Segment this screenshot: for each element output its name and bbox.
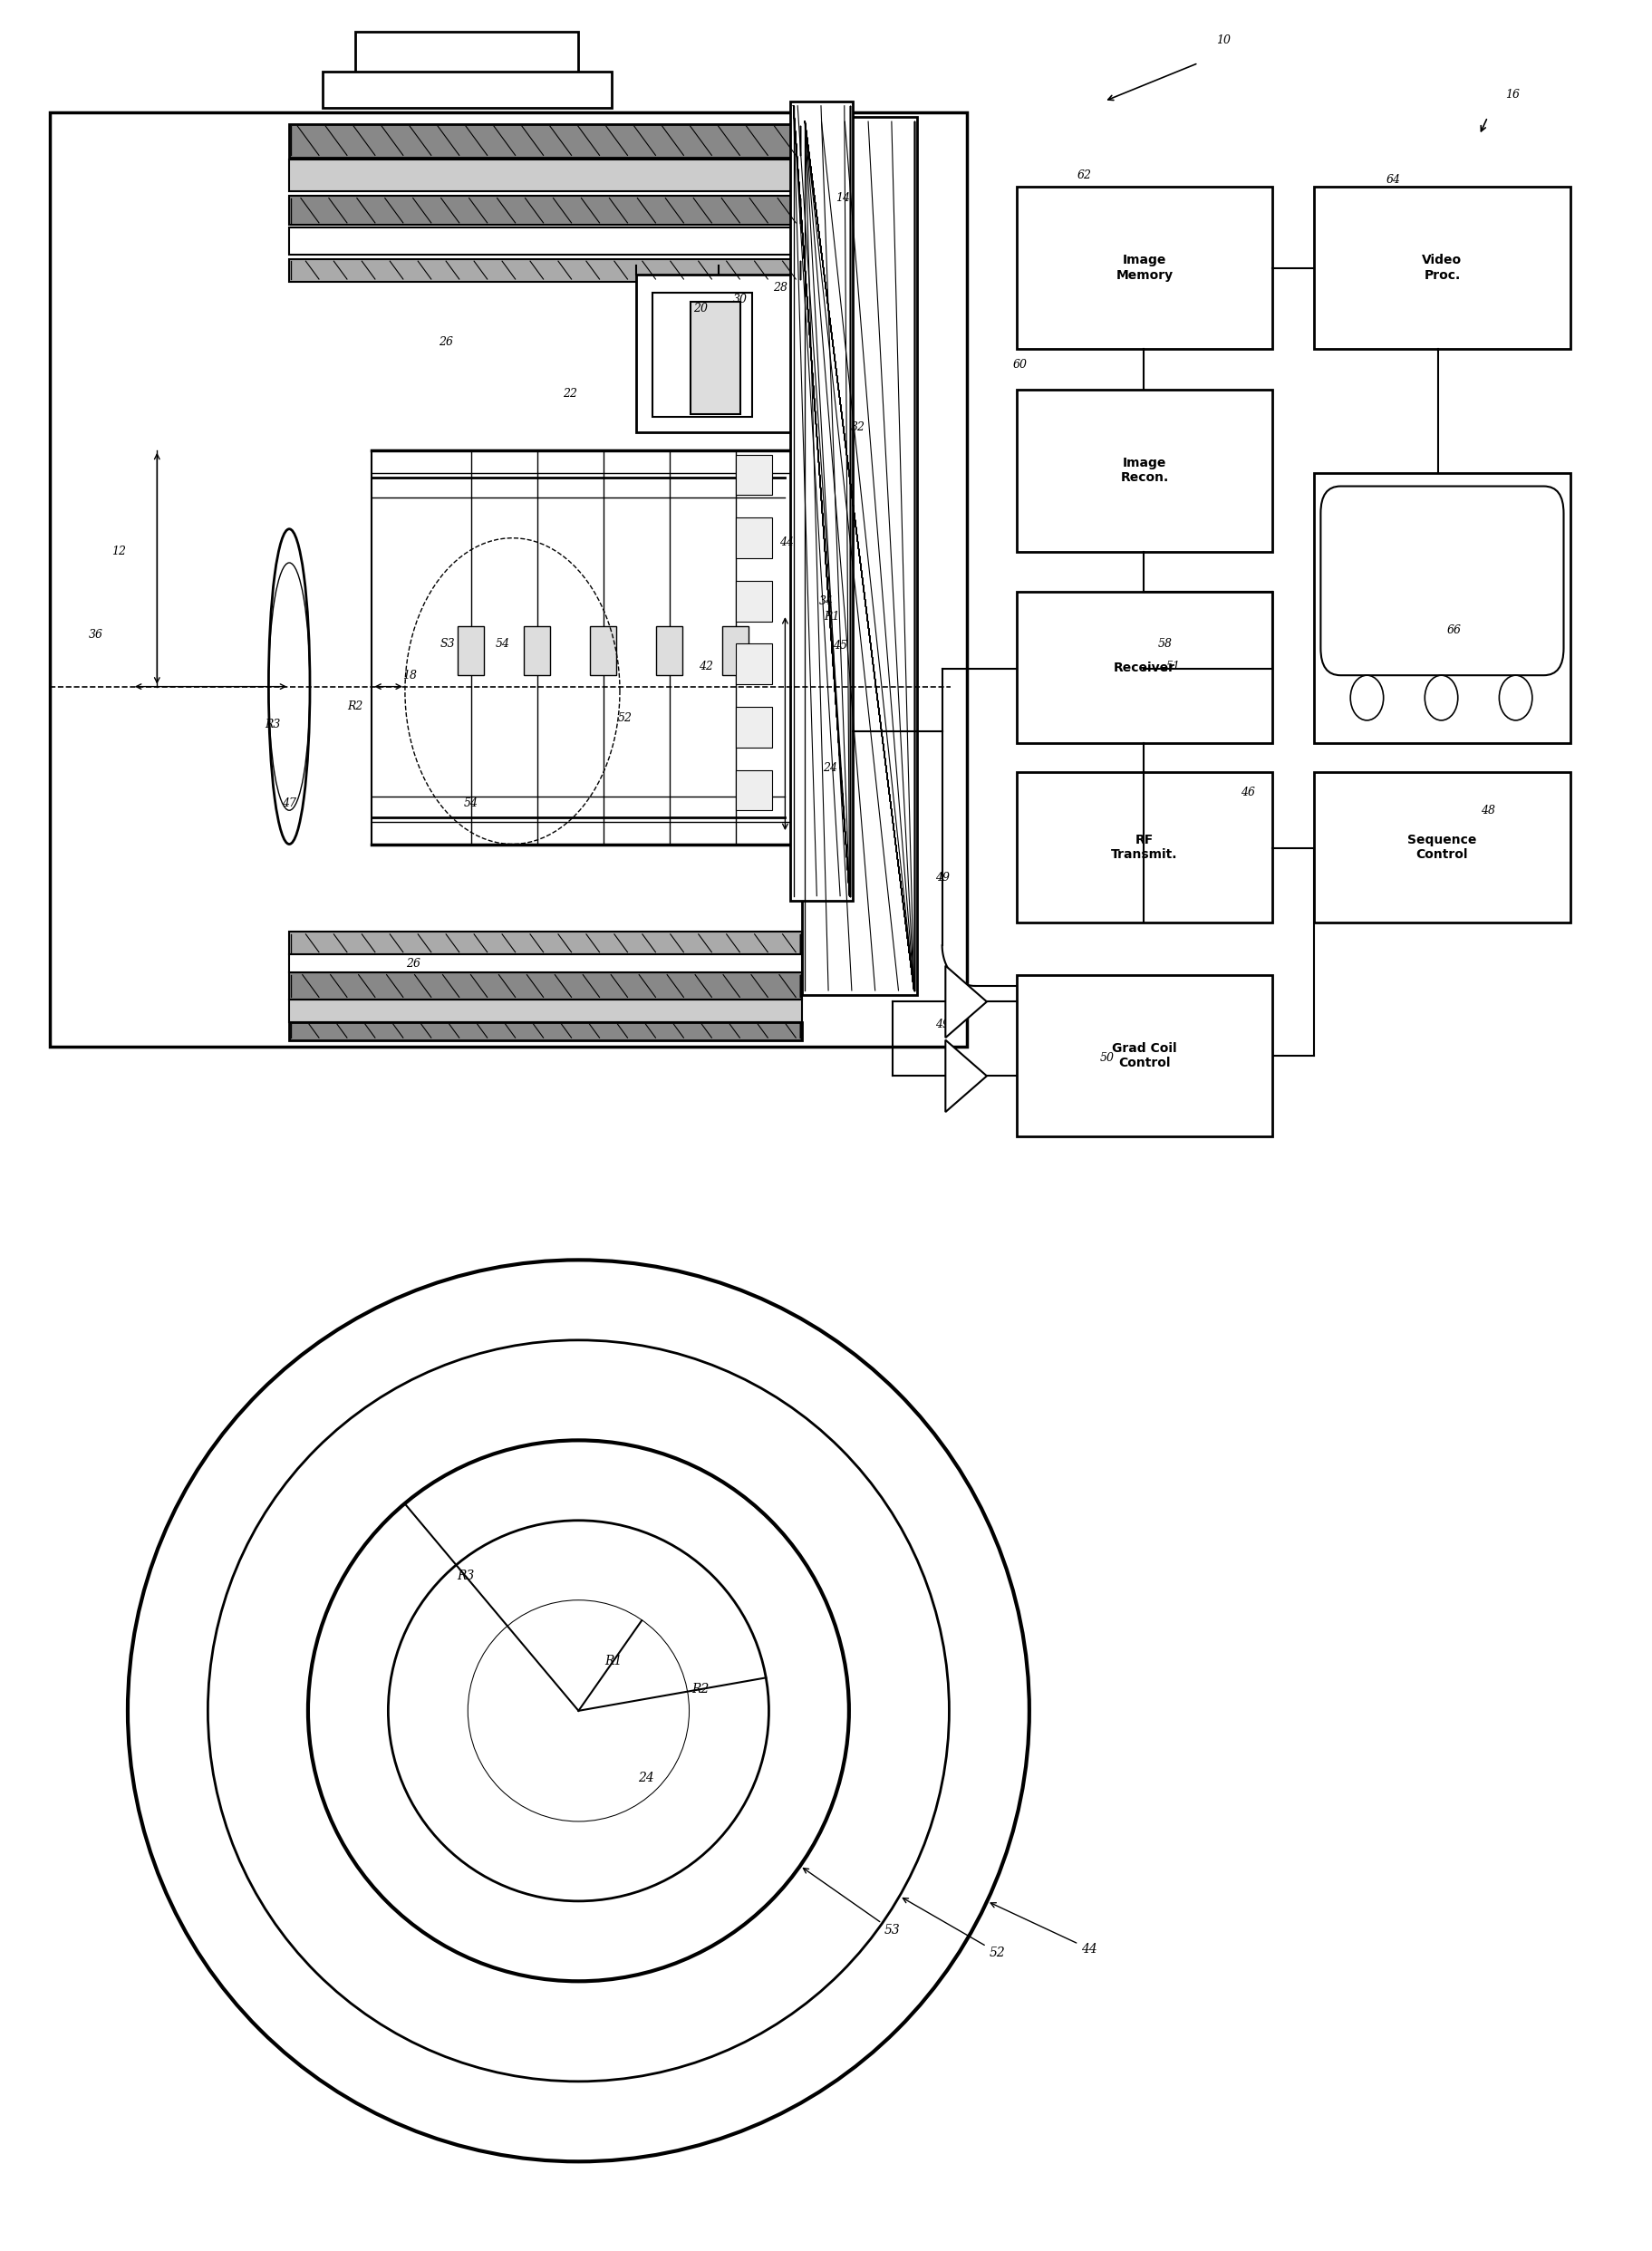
FancyBboxPatch shape xyxy=(372,450,801,844)
Polygon shape xyxy=(945,1040,986,1112)
FancyBboxPatch shape xyxy=(289,1022,801,1040)
FancyBboxPatch shape xyxy=(289,160,801,191)
FancyBboxPatch shape xyxy=(289,259,801,281)
Text: 60: 60 xyxy=(1013,358,1026,371)
Text: Image
Recon.: Image Recon. xyxy=(1120,457,1168,484)
FancyBboxPatch shape xyxy=(735,770,771,810)
Text: 45: 45 xyxy=(833,639,846,653)
FancyBboxPatch shape xyxy=(1313,473,1569,743)
Text: 47: 47 xyxy=(282,797,296,810)
Text: 52: 52 xyxy=(902,1898,1004,1958)
Text: Sequence
Control: Sequence Control xyxy=(1408,833,1475,862)
FancyBboxPatch shape xyxy=(1320,486,1563,675)
Text: R2: R2 xyxy=(347,700,363,714)
Text: 28: 28 xyxy=(773,281,786,295)
FancyBboxPatch shape xyxy=(735,518,771,558)
Text: Grad Coil
Control: Grad Coil Control xyxy=(1112,1042,1176,1069)
FancyBboxPatch shape xyxy=(458,626,484,675)
FancyBboxPatch shape xyxy=(636,275,801,432)
Text: 26: 26 xyxy=(439,335,453,349)
Text: 54: 54 xyxy=(464,797,477,810)
Text: Video
Proc.: Video Proc. xyxy=(1421,254,1462,281)
Text: 52: 52 xyxy=(618,711,631,725)
Polygon shape xyxy=(945,966,986,1038)
FancyBboxPatch shape xyxy=(801,117,917,995)
FancyBboxPatch shape xyxy=(1313,772,1569,923)
Text: 30: 30 xyxy=(733,293,747,306)
Text: 44: 44 xyxy=(780,536,793,549)
Text: 14: 14 xyxy=(836,191,849,205)
Text: S3: S3 xyxy=(439,637,456,651)
FancyBboxPatch shape xyxy=(289,932,801,954)
FancyBboxPatch shape xyxy=(1313,187,1569,349)
FancyBboxPatch shape xyxy=(1016,975,1272,1137)
Text: 22: 22 xyxy=(563,387,577,401)
FancyBboxPatch shape xyxy=(1016,592,1272,743)
FancyBboxPatch shape xyxy=(322,72,611,108)
FancyBboxPatch shape xyxy=(289,954,801,972)
Text: 26: 26 xyxy=(406,957,420,970)
Text: 49: 49 xyxy=(935,1017,948,1031)
Text: R1: R1 xyxy=(605,1654,621,1668)
Text: 42: 42 xyxy=(699,660,712,673)
Text: 20: 20 xyxy=(694,302,707,315)
Text: 16: 16 xyxy=(1505,88,1518,101)
Text: 58: 58 xyxy=(1158,637,1171,651)
Text: 36: 36 xyxy=(89,628,102,642)
Text: Receiver: Receiver xyxy=(1113,662,1175,673)
FancyBboxPatch shape xyxy=(790,101,852,900)
FancyBboxPatch shape xyxy=(1016,187,1272,349)
FancyBboxPatch shape xyxy=(289,196,801,225)
Text: R3: R3 xyxy=(456,1569,474,1582)
FancyBboxPatch shape xyxy=(1016,772,1272,923)
Text: 24: 24 xyxy=(638,1772,654,1785)
FancyBboxPatch shape xyxy=(355,32,578,81)
Text: 49: 49 xyxy=(935,871,948,885)
FancyBboxPatch shape xyxy=(722,626,748,675)
FancyBboxPatch shape xyxy=(735,707,771,747)
Text: R2: R2 xyxy=(691,1684,709,1695)
FancyBboxPatch shape xyxy=(735,581,771,621)
FancyBboxPatch shape xyxy=(691,302,740,414)
FancyBboxPatch shape xyxy=(653,293,752,416)
Text: 48: 48 xyxy=(1480,804,1493,817)
FancyBboxPatch shape xyxy=(289,227,801,254)
FancyBboxPatch shape xyxy=(735,455,771,495)
Text: 50: 50 xyxy=(1100,1051,1113,1065)
Text: 54: 54 xyxy=(496,637,509,651)
Circle shape xyxy=(1350,675,1383,720)
Text: 32: 32 xyxy=(851,421,864,434)
Text: 44: 44 xyxy=(990,1902,1097,1956)
FancyBboxPatch shape xyxy=(735,644,771,684)
FancyBboxPatch shape xyxy=(289,972,801,999)
FancyBboxPatch shape xyxy=(524,626,550,675)
Text: 34: 34 xyxy=(819,594,833,608)
Text: R1: R1 xyxy=(823,610,839,624)
Text: R3: R3 xyxy=(264,718,281,732)
Text: 64: 64 xyxy=(1386,173,1399,187)
Text: 51: 51 xyxy=(1166,660,1180,673)
Text: 18: 18 xyxy=(403,669,416,682)
FancyBboxPatch shape xyxy=(590,626,616,675)
FancyBboxPatch shape xyxy=(656,626,682,675)
Text: 66: 66 xyxy=(1447,624,1460,637)
FancyBboxPatch shape xyxy=(289,999,801,1022)
Circle shape xyxy=(468,1600,689,1821)
Text: Image
Memory: Image Memory xyxy=(1115,254,1173,281)
Text: 46: 46 xyxy=(1241,786,1254,799)
Text: 62: 62 xyxy=(1077,169,1090,182)
Text: 53: 53 xyxy=(803,1868,900,1936)
FancyBboxPatch shape xyxy=(50,113,966,1047)
FancyBboxPatch shape xyxy=(1016,389,1272,551)
Text: 10: 10 xyxy=(1216,34,1229,47)
Circle shape xyxy=(1424,675,1457,720)
Text: 12: 12 xyxy=(112,545,126,558)
Text: 24: 24 xyxy=(823,761,836,774)
Circle shape xyxy=(1498,675,1531,720)
Text: RF
Transmit.: RF Transmit. xyxy=(1110,833,1178,862)
FancyBboxPatch shape xyxy=(289,124,801,158)
